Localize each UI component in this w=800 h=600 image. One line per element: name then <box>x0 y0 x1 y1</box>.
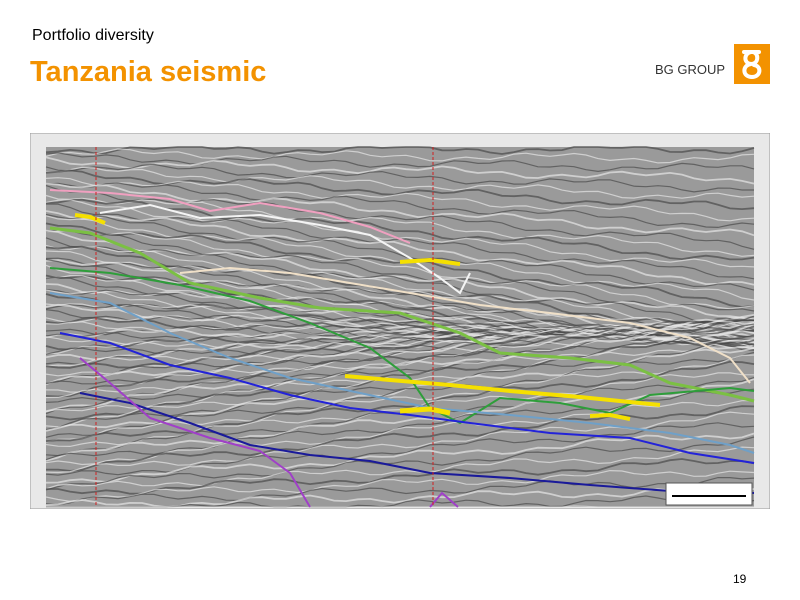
reflector <box>45 146 755 155</box>
reflector <box>45 340 755 431</box>
reflector <box>46 458 755 495</box>
reflector <box>45 320 755 399</box>
scale-bar-box <box>665 482 753 506</box>
section-label: Portfolio diversity <box>32 27 154 44</box>
reflector <box>45 446 755 490</box>
page-number: 19 <box>733 572 747 586</box>
horizon-lightblue <box>49 292 755 454</box>
horizon-cream <box>179 266 751 384</box>
horizon-yellow <box>344 374 661 407</box>
reflector <box>45 436 755 491</box>
reflector <box>45 163 754 193</box>
slide-title: Tanzania seismic <box>30 56 267 88</box>
reflector <box>45 351 755 438</box>
reflector <box>45 185 755 250</box>
reflector <box>45 360 755 443</box>
reflector <box>45 432 755 484</box>
reflector <box>45 229 755 312</box>
reflector <box>46 405 755 472</box>
reflector <box>45 422 755 476</box>
horizon-purple-2 <box>429 491 459 508</box>
reflector <box>45 222 755 308</box>
horizon-white <box>99 203 471 295</box>
horizon-yellow-3 <box>589 412 631 421</box>
horizon-purple <box>79 357 311 508</box>
logo-mark <box>734 44 770 84</box>
horizon-yellow-5 <box>399 257 461 266</box>
logo-glyph <box>742 50 762 80</box>
horizon-darkblue <box>79 392 755 494</box>
reflector <box>45 182 755 237</box>
horizon-yellow-4 <box>74 213 106 225</box>
seismic-section <box>30 133 770 509</box>
horizon-yellow-2 <box>399 406 451 416</box>
reflector <box>45 337 755 421</box>
horizons <box>49 189 755 508</box>
reflector <box>45 166 755 199</box>
reflector <box>45 319 755 385</box>
reflector <box>45 259 755 338</box>
reflector <box>45 323 755 413</box>
reflector <box>45 182 755 229</box>
reflector <box>45 177 755 222</box>
reflector <box>45 229 755 310</box>
logo-text: BG GROUP <box>655 62 726 77</box>
reflector <box>45 213 755 291</box>
reflector <box>45 210 755 286</box>
reflector <box>45 314 755 386</box>
reflector <box>45 237 755 329</box>
reflector <box>45 321 755 393</box>
reflector <box>45 194 755 257</box>
horizon-blue <box>59 332 755 464</box>
reflector <box>45 322 755 354</box>
reflector <box>45 148 755 164</box>
horizon-lightgreen <box>49 226 755 403</box>
reflector <box>46 505 754 508</box>
reflector <box>45 152 755 173</box>
reflector <box>45 316 755 342</box>
horizon-pink <box>49 189 411 244</box>
reflector <box>45 378 755 462</box>
reflector <box>45 469 755 502</box>
reflector <box>45 477 755 506</box>
reflectors <box>45 146 755 508</box>
reflector <box>45 156 755 185</box>
